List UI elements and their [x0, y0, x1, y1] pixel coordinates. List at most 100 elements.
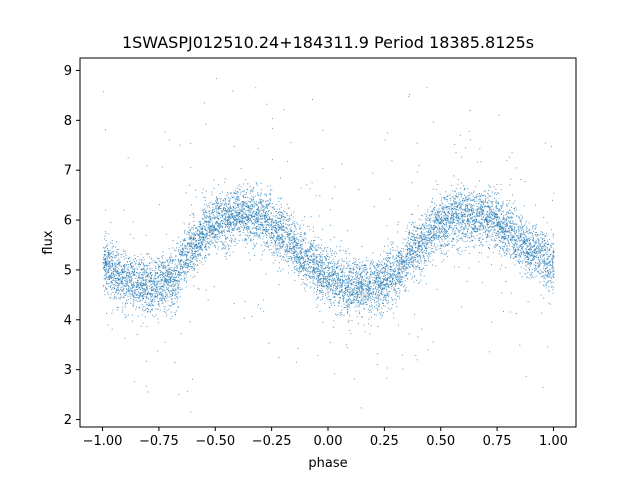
data-point — [200, 242, 202, 244]
data-point — [112, 271, 114, 273]
data-point — [340, 289, 342, 291]
data-point — [418, 164, 420, 166]
data-point — [455, 203, 457, 205]
data-point — [130, 290, 132, 292]
data-point — [232, 209, 234, 211]
data-point — [281, 245, 283, 247]
data-point — [434, 238, 436, 240]
data-point — [476, 212, 478, 214]
data-point — [464, 233, 466, 235]
data-point — [369, 277, 371, 279]
data-point — [331, 262, 333, 264]
data-point — [383, 296, 384, 298]
data-point — [280, 270, 282, 272]
data-point — [225, 217, 227, 219]
data-point — [186, 245, 188, 247]
data-point — [408, 265, 409, 267]
data-point — [517, 255, 519, 257]
data-point — [310, 255, 312, 257]
data-point — [400, 271, 402, 273]
data-point — [379, 261, 381, 263]
data-point — [506, 245, 508, 247]
data-point — [295, 251, 297, 253]
data-point — [498, 225, 500, 226]
data-point — [354, 306, 356, 308]
data-point — [505, 238, 507, 240]
data-point — [542, 250, 544, 252]
data-point — [171, 275, 173, 277]
data-point — [260, 202, 262, 204]
data-point — [102, 258, 104, 260]
data-point — [291, 243, 293, 245]
data-point — [471, 210, 473, 211]
data-point — [538, 264, 539, 266]
data-point — [461, 209, 463, 211]
data-point — [518, 230, 520, 232]
data-point — [329, 284, 331, 286]
data-point — [320, 269, 322, 271]
data-point — [248, 201, 250, 202]
data-point — [337, 280, 339, 282]
data-point — [271, 242, 273, 244]
data-point — [421, 251, 423, 253]
data-point — [228, 210, 230, 212]
data-point — [189, 231, 191, 233]
data-point — [460, 229, 462, 231]
data-point — [201, 217, 203, 219]
data-point — [248, 221, 250, 223]
data-point — [176, 279, 178, 281]
data-point — [460, 187, 462, 189]
data-point — [293, 238, 295, 239]
data-point — [205, 234, 207, 236]
data-point — [161, 256, 163, 258]
data-point — [474, 216, 476, 218]
data-point — [123, 251, 125, 252]
data-point — [266, 103, 268, 105]
data-point — [156, 257, 158, 259]
data-point — [505, 220, 507, 222]
data-point — [158, 285, 160, 287]
data-point — [378, 285, 380, 287]
data-point — [474, 221, 476, 223]
data-point — [211, 239, 213, 241]
data-point — [277, 227, 279, 228]
data-point — [415, 252, 417, 254]
data-point — [515, 230, 517, 232]
data-point — [359, 287, 361, 289]
data-point — [412, 239, 414, 241]
data-point — [313, 269, 315, 271]
data-point — [452, 205, 454, 207]
data-point — [545, 235, 547, 237]
data-point — [204, 239, 206, 241]
data-point — [191, 267, 193, 269]
data-point — [371, 264, 373, 266]
data-point — [440, 247, 441, 249]
data-point — [123, 256, 125, 257]
data-point — [149, 303, 151, 305]
data-point — [495, 216, 497, 218]
data-point — [272, 215, 274, 217]
data-point — [201, 228, 202, 230]
data-point — [448, 228, 450, 230]
data-point — [233, 223, 235, 225]
data-point — [141, 269, 143, 271]
data-point — [308, 225, 310, 227]
data-point — [105, 289, 107, 291]
data-point — [261, 213, 263, 215]
data-point — [191, 266, 192, 268]
data-point — [199, 232, 201, 234]
data-point — [175, 265, 177, 267]
data-point — [438, 228, 440, 230]
data-point — [314, 276, 315, 278]
data-point — [282, 220, 284, 222]
data-point — [509, 210, 511, 212]
data-point — [315, 249, 317, 251]
data-point — [326, 265, 328, 267]
data-point — [112, 260, 114, 262]
data-point — [207, 232, 209, 234]
data-point — [149, 256, 151, 258]
data-point — [489, 200, 491, 202]
data-point — [332, 293, 334, 295]
data-point — [502, 230, 504, 232]
data-point — [503, 228, 504, 230]
